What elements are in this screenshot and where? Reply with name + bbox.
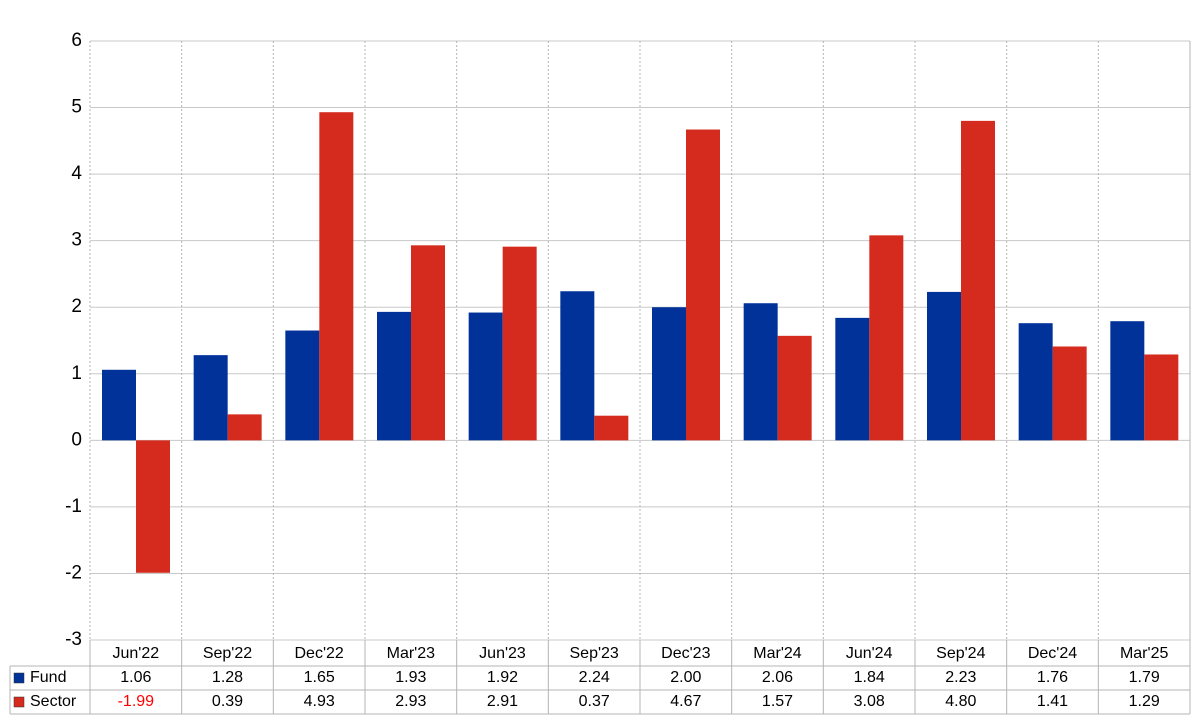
table-value: 4.93 bbox=[304, 693, 335, 710]
table-value: 1.06 bbox=[120, 669, 151, 686]
legend-label: Sector bbox=[30, 693, 77, 710]
x-tick-label: Jun'22 bbox=[113, 645, 160, 662]
table-value: 2.24 bbox=[579, 669, 610, 686]
table-value: 1.92 bbox=[487, 669, 518, 686]
y-tick-label: 6 bbox=[71, 30, 82, 51]
x-tick-label: Sep'22 bbox=[203, 645, 252, 662]
x-tick-label: Jun'24 bbox=[846, 645, 893, 662]
bar bbox=[285, 330, 320, 441]
x-tick-label: Mar'25 bbox=[1120, 645, 1169, 662]
table-value: 3.08 bbox=[854, 693, 885, 710]
table-value: 2.23 bbox=[945, 669, 976, 686]
table-value: 2.91 bbox=[487, 693, 518, 710]
x-tick-label: Sep'23 bbox=[570, 645, 619, 662]
bar bbox=[502, 246, 537, 441]
bar bbox=[136, 440, 170, 573]
table-value: -1.99 bbox=[118, 693, 155, 710]
table-value: 1.65 bbox=[304, 669, 335, 686]
table-value: 4.80 bbox=[945, 693, 976, 710]
y-tick-label: -1 bbox=[65, 496, 82, 517]
legend-swatch bbox=[13, 672, 25, 684]
x-tick-label: Dec'23 bbox=[661, 645, 710, 662]
bar bbox=[193, 355, 228, 441]
bar bbox=[1110, 321, 1145, 441]
table-value: 0.39 bbox=[212, 693, 243, 710]
legend-swatch bbox=[13, 696, 25, 708]
table-value: 1.79 bbox=[1129, 669, 1160, 686]
bar bbox=[1052, 346, 1087, 441]
bar bbox=[319, 112, 354, 441]
bar bbox=[411, 245, 445, 441]
table-value: 2.00 bbox=[670, 669, 701, 686]
table-value: 1.93 bbox=[395, 669, 426, 686]
table-value: 1.84 bbox=[854, 669, 885, 686]
bar bbox=[377, 311, 411, 441]
y-tick-label: 4 bbox=[71, 163, 82, 184]
bar bbox=[835, 317, 870, 441]
bar bbox=[652, 307, 686, 441]
bar bbox=[227, 414, 262, 441]
table-value: 2.93 bbox=[395, 693, 426, 710]
bar bbox=[468, 312, 503, 441]
bar bbox=[777, 335, 812, 441]
bar bbox=[594, 415, 629, 441]
table-value: 2.06 bbox=[762, 669, 793, 686]
y-tick-label: 1 bbox=[71, 363, 82, 384]
table-value: 1.28 bbox=[212, 669, 243, 686]
y-tick-label: -3 bbox=[65, 629, 82, 650]
bar bbox=[686, 129, 720, 441]
table-value: 1.57 bbox=[762, 693, 793, 710]
x-tick-label: Sep'24 bbox=[936, 645, 985, 662]
x-tick-label: Dec'24 bbox=[1028, 645, 1077, 662]
y-tick-label: 5 bbox=[71, 97, 82, 118]
table-value: 0.37 bbox=[579, 693, 610, 710]
bar bbox=[961, 120, 995, 441]
bar bbox=[927, 291, 961, 441]
x-tick-label: Mar'23 bbox=[387, 645, 436, 662]
x-tick-label: Mar'24 bbox=[753, 645, 802, 662]
table-value: 1.76 bbox=[1037, 669, 1068, 686]
legend-label: Fund bbox=[30, 669, 66, 686]
y-tick-label: 0 bbox=[71, 429, 82, 450]
bar bbox=[869, 235, 904, 441]
table-value: 4.67 bbox=[670, 693, 701, 710]
y-tick-label: 3 bbox=[71, 230, 82, 251]
bar bbox=[1144, 354, 1179, 441]
table-value: 1.41 bbox=[1037, 693, 1068, 710]
bar bbox=[1018, 323, 1053, 441]
x-tick-label: Dec'22 bbox=[295, 645, 344, 662]
table-value: 1.29 bbox=[1129, 693, 1160, 710]
y-tick-label: -2 bbox=[65, 562, 82, 583]
bar bbox=[102, 369, 136, 441]
x-tick-label: Jun'23 bbox=[479, 645, 526, 662]
bar bbox=[560, 291, 595, 441]
bar bbox=[743, 303, 778, 441]
y-tick-label: 2 bbox=[71, 296, 82, 317]
